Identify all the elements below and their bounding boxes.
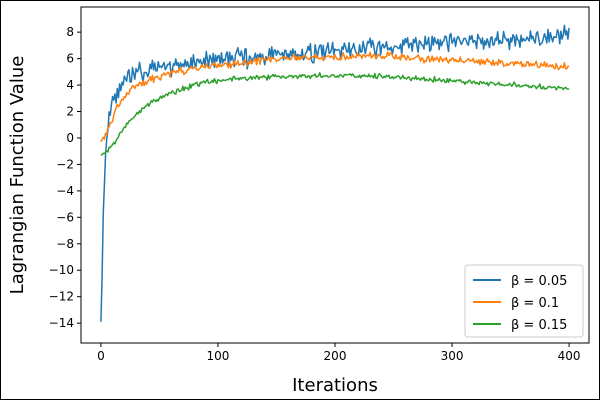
legend-label: β = 0.05 [511, 274, 567, 289]
x-tick-label: 0 [97, 349, 105, 363]
x-tick-label: 100 [206, 349, 229, 363]
x-tick-label: 300 [441, 349, 464, 363]
series-line [100, 24, 570, 322]
legend-label: β = 0.1 [511, 296, 559, 311]
y-tick-label: −4 [56, 184, 74, 198]
legend-box [464, 264, 584, 338]
x-tick-label: 200 [324, 349, 347, 363]
y-axis-label: Lagrangian Function Value [7, 56, 28, 295]
y-tick-label: 0 [66, 131, 74, 145]
x-axis-label: Iterations [292, 375, 378, 396]
y-tick-label: −8 [56, 237, 74, 251]
y-tick-label: −6 [56, 210, 74, 224]
y-tick-label: 2 [66, 105, 74, 119]
x-axis-ticks: 0 100 200 300 400 [97, 343, 581, 363]
x-tick-label: 400 [558, 349, 581, 363]
y-tick-label: −2 [56, 157, 74, 171]
y-tick-label: 6 [66, 52, 74, 66]
y-axis-ticks: −14 −12 −10 −8 −6 −4 −2 0 2 4 6 8 [49, 25, 81, 330]
y-tick-label: 4 [66, 78, 74, 92]
y-tick-label: −14 [49, 316, 74, 330]
plot-lines [100, 24, 570, 322]
series-line [100, 72, 570, 156]
y-tick-label: −12 [49, 290, 74, 304]
y-tick-label: −10 [49, 263, 74, 277]
y-tick-label: 8 [66, 25, 74, 39]
legend-label: β = 0.15 [511, 318, 567, 333]
series-line [100, 51, 570, 143]
legend: β = 0.05 β = 0.1 β = 0.15 [464, 264, 584, 338]
